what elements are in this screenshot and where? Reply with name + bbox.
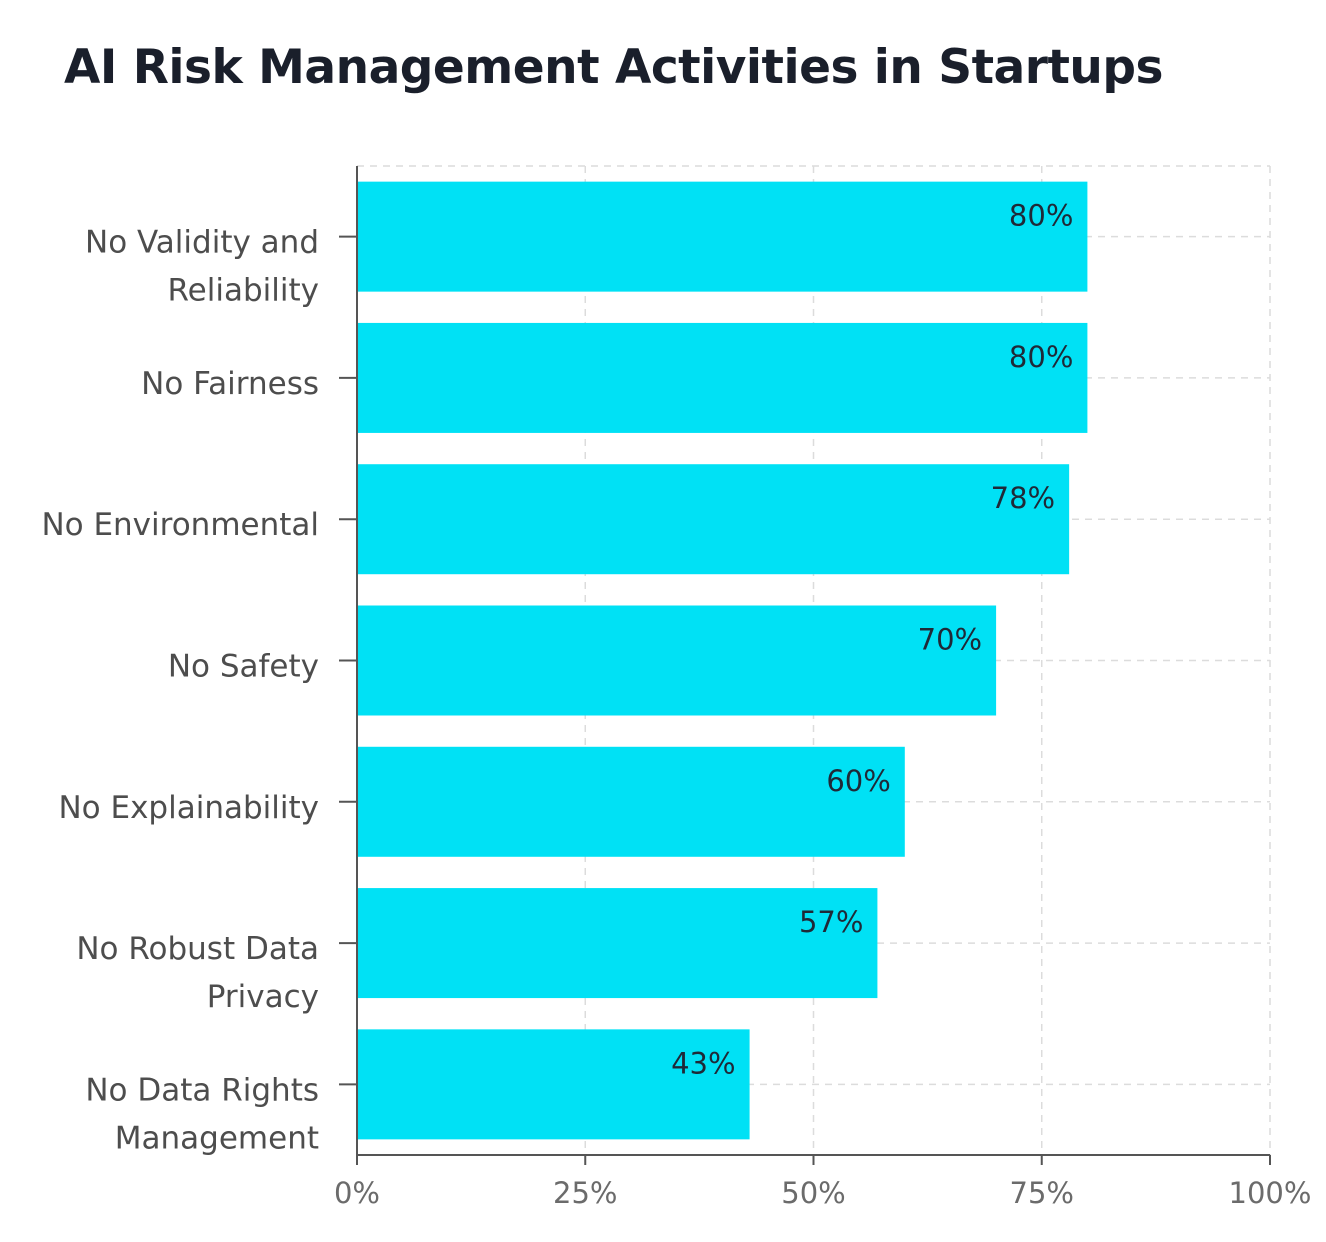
x-tick-label: 100% bbox=[1229, 1176, 1312, 1210]
bar bbox=[357, 464, 1070, 575]
category-label: No Fairness bbox=[141, 366, 319, 402]
category-label: Reliability bbox=[168, 273, 319, 309]
category-label: No Data Rights bbox=[85, 1072, 319, 1108]
bar bbox=[357, 181, 1088, 292]
bar bbox=[357, 322, 1088, 433]
bar bbox=[357, 605, 997, 716]
x-tick-label: 75% bbox=[1010, 1176, 1074, 1210]
category-label: No Validity and bbox=[85, 225, 319, 261]
x-tick-label: 50% bbox=[781, 1176, 845, 1210]
category-label: No Environmental bbox=[41, 507, 319, 543]
x-tick-label: 0% bbox=[334, 1176, 380, 1210]
data-label: 43% bbox=[671, 1046, 735, 1080]
bar bbox=[357, 1029, 750, 1140]
category-label: Management bbox=[115, 1120, 319, 1156]
bar bbox=[357, 746, 905, 857]
data-label: 57% bbox=[799, 905, 863, 939]
category-label: No Safety bbox=[168, 649, 319, 685]
category-label: Privacy bbox=[207, 979, 319, 1015]
data-label: 78% bbox=[991, 481, 1055, 515]
x-tick-label: 25% bbox=[553, 1176, 617, 1210]
chart-title: AI Risk Management Activities in Startup… bbox=[64, 40, 1164, 95]
data-label: 60% bbox=[826, 764, 890, 798]
bar-layer bbox=[357, 181, 1088, 1140]
label-layer: 80% 80% 78% 70% 60% 57% 43% 0% 25% 50% 75% 100% No V… bbox=[41, 199, 1311, 1210]
data-label: 80% bbox=[1009, 199, 1073, 233]
data-label: 80% bbox=[1009, 340, 1073, 374]
category-label: No Explainability bbox=[58, 790, 319, 826]
axis-layer bbox=[339, 166, 1271, 1165]
bar bbox=[357, 888, 878, 999]
data-label: 70% bbox=[918, 623, 982, 657]
category-label: No Robust Data bbox=[76, 931, 319, 967]
